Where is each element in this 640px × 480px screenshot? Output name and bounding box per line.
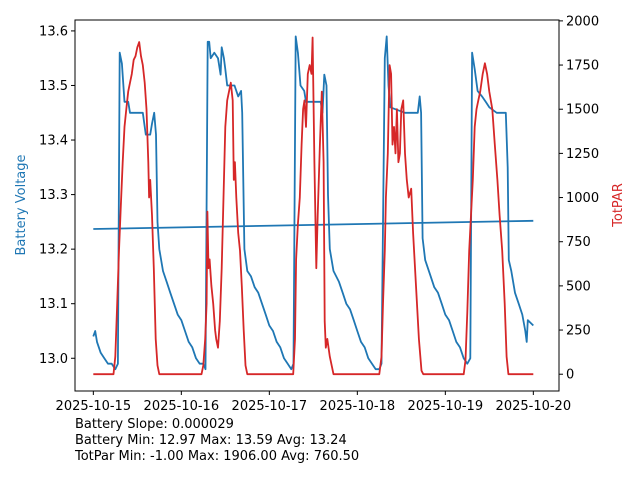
x-tick-label: 2025-10-18 <box>320 399 396 414</box>
y2-tick-label: 0 <box>566 368 574 383</box>
y-tick-label: 13.3 <box>39 188 68 203</box>
y-tick-label: 13.4 <box>39 134 68 149</box>
y-tick-label: 13.5 <box>39 79 68 94</box>
battery-slope-text: Battery Slope: 0.000029 <box>75 417 234 432</box>
totpar-line <box>93 36 534 376</box>
y2-tick-label: 1500 <box>566 103 599 118</box>
battery-trend-line <box>93 219 534 230</box>
y-axis-label: Battery Voltage <box>14 154 29 255</box>
y2-tick-label: 250 <box>566 324 591 339</box>
y2-tick-label: 500 <box>566 279 591 294</box>
x-tick-label: 2025-10-20 <box>496 399 572 414</box>
y2-tick-label: 2000 <box>566 14 599 29</box>
totpar-stats-text: TotPar Min: -1.00 Max: 1906.00 Avg: 760.… <box>75 449 360 464</box>
y-tick-label: 13.6 <box>39 24 68 39</box>
x-tick-label: 2025-10-17 <box>232 399 308 414</box>
y2-tick-label: 750 <box>566 235 591 250</box>
battery-voltage-line <box>92 35 534 371</box>
y2-tick-label: 1250 <box>566 147 599 162</box>
y-tick-label: 13.0 <box>39 352 68 367</box>
y2-tick-label: 1750 <box>566 59 599 74</box>
x-tick-label: 2025-10-19 <box>408 399 484 414</box>
plot-frame <box>74 19 560 392</box>
x-tick-label: 2025-10-16 <box>144 399 220 414</box>
x-tick-label: 2025-10-15 <box>56 399 132 414</box>
y2-tick-label: 1000 <box>566 191 599 206</box>
battery-stats-text: Battery Min: 12.97 Max: 13.59 Avg: 13.24 <box>75 433 347 448</box>
stats-annotations: Battery Slope: 0.000029 Battery Min: 12.… <box>75 417 359 465</box>
y-tick-label: 13.2 <box>39 243 68 258</box>
y2-axis-label: TotPAR <box>611 183 626 228</box>
y-tick-label: 13.1 <box>39 297 68 312</box>
